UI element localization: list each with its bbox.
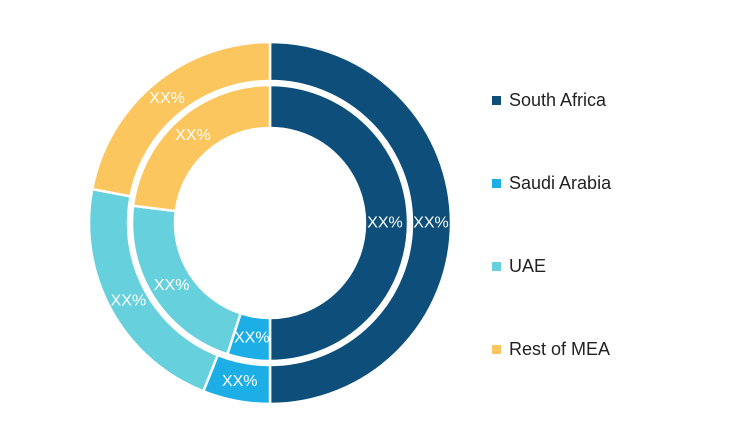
outer-ring	[87, 40, 453, 406]
legend-label: South Africa	[509, 89, 607, 110]
legend-swatch-south-africa	[492, 95, 501, 105]
legend-swatch-saudi-arabia	[492, 178, 501, 188]
outer-slice-south-africa[interactable]	[268, 40, 453, 406]
inner-label-rest-of-mea: XX%	[175, 127, 211, 144]
legend-item-south-africa[interactable]: South Africa	[492, 88, 742, 112]
legend-item-saudi-arabia[interactable]: Saudi Arabia	[492, 171, 742, 195]
outer-slice-rest-of-mea[interactable]	[90, 40, 272, 198]
inner-ring	[130, 83, 410, 363]
outer-label-south-africa: XX%	[413, 215, 449, 232]
inner-label-south-africa: XX%	[367, 215, 403, 232]
slice-labels: XX% XX% XX% XX% XX% XX% XX% XX%	[111, 90, 449, 390]
inner-label-uae: XX%	[154, 277, 190, 294]
legend-item-rest-of-mea[interactable]: Rest of MEA	[492, 337, 742, 361]
outer-label-rest-of-mea: XX%	[149, 90, 185, 107]
legend-item-uae[interactable]: UAE	[492, 254, 742, 278]
legend-label: UAE	[509, 255, 547, 276]
legend-label: Rest of MEA	[509, 338, 611, 359]
inner-label-saudi-arabia: XX%	[234, 330, 270, 347]
legend-swatch-rest-of-mea	[492, 344, 501, 354]
inner-slice-south-africa[interactable]	[268, 83, 410, 363]
inner-slice-rest-of-mea[interactable]	[131, 83, 272, 213]
outer-label-saudi-arabia: XX%	[222, 373, 258, 390]
legend-swatch-uae	[492, 261, 501, 271]
legend-label: Saudi Arabia	[509, 172, 612, 193]
outer-label-uae: XX%	[111, 292, 147, 309]
legend: South Africa Saudi Arabia UAE Rest of ME…	[492, 88, 742, 420]
